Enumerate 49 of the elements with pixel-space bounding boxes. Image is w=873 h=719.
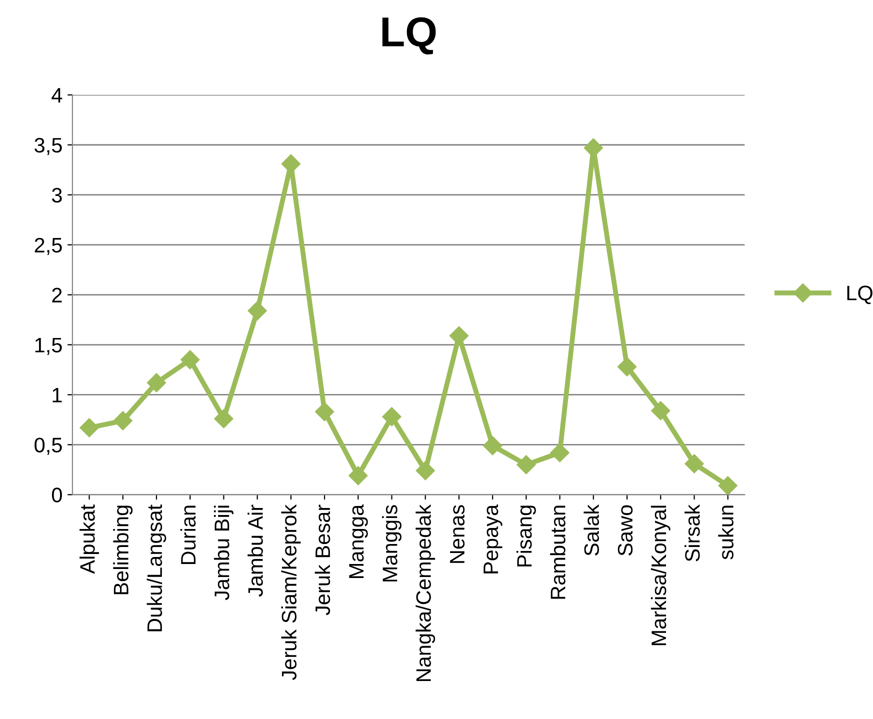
- x-tick-label: Mangga: [349, 504, 368, 578]
- chart-title: LQ: [382, 17, 436, 54]
- x-tick-label: Manggis: [382, 505, 402, 582]
- point: [416, 461, 435, 480]
- x-tick-label: Markisa/Konyal: [650, 506, 670, 646]
- point: [516, 455, 536, 474]
- x-tick-label: Belimbing: [113, 506, 133, 594]
- point: [348, 466, 368, 486]
- x-tick-label: Pisang: [516, 506, 536, 566]
- x-tick-label: Jambu Air: [248, 504, 263, 597]
- point: [80, 418, 99, 438]
- point: [382, 407, 402, 426]
- point: [449, 326, 469, 346]
- y-tick-label: 4: [52, 88, 62, 102]
- y-tick-label: 1: [52, 388, 62, 402]
- point: [248, 301, 267, 320]
- x-tick-label: Nenas: [450, 505, 465, 563]
- x-tick-label: Sawo: [618, 505, 633, 556]
- point: [180, 350, 200, 370]
- x-tick-label: sukun: [718, 506, 734, 560]
- y-tick-label: 0: [52, 488, 62, 502]
- y-tick-label: 3,5: [34, 138, 62, 156]
- x-tick-label: Duku/Langsat: [146, 504, 166, 632]
- y-tick-label: 2,5: [34, 238, 62, 256]
- point: [550, 443, 570, 462]
- y-tick-label: 1,5: [35, 338, 62, 355]
- point: [214, 409, 234, 428]
- x-tick-label: Rambutan: [550, 506, 566, 599]
- y-tick-label: 2: [52, 288, 62, 302]
- x-tick-label: Nangka/Cempedak: [416, 504, 436, 682]
- point: [618, 357, 637, 376]
- point: [146, 373, 166, 392]
- point: [651, 401, 670, 420]
- x-tick-label: Jeruk Besar: [314, 504, 330, 616]
- x-tick-label: Salak: [584, 504, 600, 556]
- x-tick-label: Jambu Biji: [214, 506, 234, 600]
- x-tick-label: Durian: [180, 506, 196, 564]
- x-tick-label: Jeruk Siam/Keprok: [281, 504, 301, 680]
- point: [684, 454, 704, 474]
- x-tick-label: Pepaya: [484, 504, 502, 574]
- point: [483, 436, 502, 456]
- legend-label: LQ: [847, 286, 872, 304]
- y-tick-label: 0,5: [34, 438, 62, 455]
- y-tick-label: 3: [52, 188, 62, 203]
- x-tick-label: Alpukat: [80, 504, 99, 574]
- point: [315, 402, 334, 422]
- point: [718, 476, 738, 495]
- point: [113, 411, 132, 430]
- x-tick-label: Sirsak: [684, 504, 700, 562]
